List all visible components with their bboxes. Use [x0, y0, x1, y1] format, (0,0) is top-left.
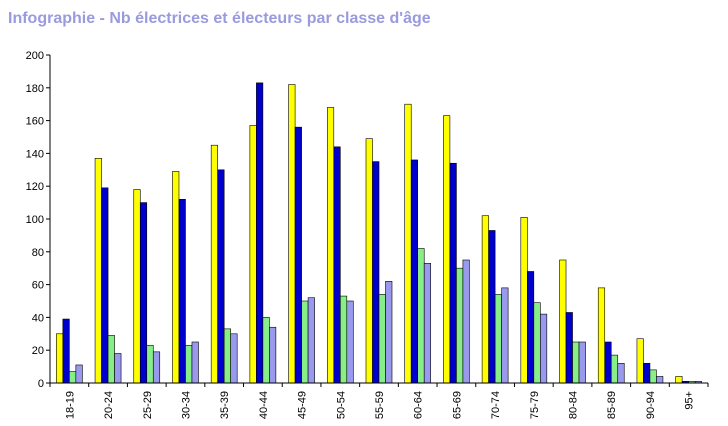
bar-70-74-series-3	[494, 294, 502, 384]
bar-90-94-series-4	[656, 376, 664, 384]
bar-20-24-series-3	[107, 335, 115, 384]
bar-50-54-series-3	[339, 295, 348, 384]
bar-60-64-series-4	[423, 262, 432, 384]
bar-65-69-series-4	[462, 259, 470, 384]
bar-55-59-series-4	[385, 281, 393, 384]
bar-80-84-series-1	[559, 259, 567, 384]
y-tick-label-0: 0	[38, 378, 44, 390]
bar-25-29-series-2	[139, 202, 148, 384]
bar-90-94-series-2	[643, 363, 651, 384]
x-tick-label-65-69: 65-69	[451, 391, 463, 419]
bar-35-39-series-2	[217, 169, 225, 384]
x-tick-label-75-79: 75-79	[529, 391, 541, 419]
bar-55-59-series-3	[378, 294, 386, 384]
bar-25-29-series-3	[146, 344, 154, 384]
bar-18-19-series-4	[75, 364, 83, 384]
bar-30-34-series-2	[178, 199, 186, 384]
x-tick-label-25-29: 25-29	[142, 391, 154, 419]
bar-30-34-series-3	[185, 344, 193, 384]
bar-70-74-series-2	[488, 230, 496, 384]
bar-35-39-series-4	[230, 333, 238, 384]
bar-25-29-series-1	[133, 189, 141, 384]
bar-20-24-series-2	[101, 187, 109, 384]
bar-70-74-series-1	[481, 215, 489, 384]
y-tick-label-180: 180	[26, 83, 44, 95]
bar-65-69-series-3	[456, 267, 464, 384]
bar-60-64-series-3	[417, 248, 425, 384]
bar-70-74-series-4	[501, 287, 509, 384]
y-tick-label-120: 120	[26, 181, 44, 193]
x-tick-label-85-89: 85-89	[606, 391, 618, 419]
bar-35-39-series-1	[210, 144, 218, 384]
bar-85-89-series-4	[617, 363, 625, 384]
bar-40-44-series-4	[269, 326, 277, 384]
bar-90-94-series-3	[649, 369, 657, 384]
x-tick-label-95+: 95+	[684, 391, 696, 410]
bar-20-24-series-4	[114, 353, 122, 384]
bar-65-69-series-2	[449, 162, 457, 384]
bar-80-84-series-4	[578, 341, 586, 384]
bar-50-54-series-1	[326, 107, 335, 384]
bar-35-39-series-3	[223, 328, 231, 384]
bar-25-29-series-4	[152, 351, 161, 384]
bar-95+-series-1	[675, 376, 683, 384]
y-tick-label-80: 80	[32, 247, 44, 259]
bar-50-54-series-2	[333, 146, 341, 384]
bar-50-54-series-4	[346, 300, 354, 384]
bar-80-84-series-3	[572, 341, 580, 384]
y-tick-label-160: 160	[26, 116, 44, 128]
y-tick-label-40: 40	[32, 312, 44, 324]
bar-40-44-series-3	[262, 317, 270, 384]
x-tick-label-35-39: 35-39	[219, 391, 231, 419]
bar-75-79-series-3	[533, 302, 541, 384]
x-tick-label-18-19: 18-19	[64, 391, 76, 419]
y-tick-label-60: 60	[32, 280, 44, 292]
bar-18-19-series-3	[69, 371, 77, 384]
bar-30-34-series-1	[172, 171, 180, 384]
bar-60-64-series-1	[404, 103, 412, 384]
x-tick-label-60-64: 60-64	[413, 391, 425, 419]
x-tick-label-45-49: 45-49	[297, 391, 309, 419]
x-tick-label-70-74: 70-74	[490, 391, 502, 419]
chart-title: Infographie - Nb électrices et électeurs…	[8, 10, 431, 27]
bar-55-59-series-2	[372, 161, 380, 384]
x-tick-label-20-24: 20-24	[103, 391, 115, 419]
y-tick-label-140: 140	[26, 148, 44, 160]
x-tick-label-90-94: 90-94	[645, 391, 657, 419]
x-tick-label-30-34: 30-34	[180, 391, 192, 419]
bar-90-94-series-1	[636, 338, 644, 384]
bar-45-49-series-3	[301, 300, 309, 384]
y-tick-label-100: 100	[26, 214, 44, 226]
bar-40-44-series-1	[249, 125, 257, 384]
bar-45-49-series-4	[307, 297, 315, 384]
bar-55-59-series-1	[365, 138, 373, 384]
x-tick-label-55-59: 55-59	[374, 391, 386, 419]
y-tick-label-20: 20	[32, 345, 44, 357]
bar-65-69-series-1	[443, 115, 451, 384]
bar-60-64-series-2	[410, 159, 419, 384]
bar-80-84-series-2	[565, 312, 573, 384]
bar-40-44-series-2	[256, 82, 264, 384]
bar-45-49-series-1	[288, 84, 296, 384]
bar-45-49-series-2	[294, 126, 302, 384]
x-tick-label-80-84: 80-84	[568, 391, 580, 419]
x-tick-label-40-44: 40-44	[258, 391, 270, 419]
bar-85-89-series-2	[604, 341, 612, 384]
bar-85-89-series-3	[610, 354, 619, 384]
y-tick-label-200: 200	[26, 50, 44, 62]
bar-30-34-series-4	[191, 341, 199, 384]
bar-18-19-series-1	[56, 333, 64, 384]
bar-18-19-series-2	[62, 318, 70, 384]
bar-85-89-series-1	[597, 287, 606, 384]
x-tick-label-50-54: 50-54	[335, 391, 347, 419]
bar-75-79-series-1	[520, 217, 528, 384]
bar-75-79-series-2	[527, 271, 535, 384]
bar-75-79-series-4	[540, 313, 548, 384]
bar-20-24-series-1	[94, 158, 102, 384]
